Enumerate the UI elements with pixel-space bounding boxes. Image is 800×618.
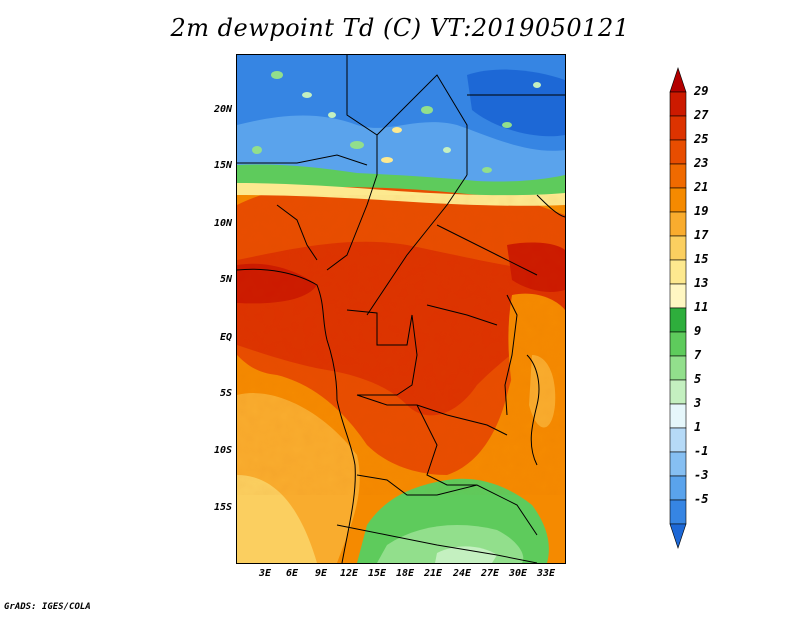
colorbar-label: 9 [694, 324, 702, 338]
colorbar-label: -5 [694, 492, 709, 506]
lat-label-10s: 10S [213, 445, 232, 456]
colorbar-label: -1 [694, 444, 709, 458]
colorbar-segment [669, 355, 687, 381]
dewpoint-field [237, 55, 565, 563]
colorbar-segment [669, 259, 687, 285]
colorbar-segment [669, 139, 687, 165]
south-pale-green [435, 546, 497, 563]
colorbar [669, 67, 687, 549]
lat-label-10n: 10N [213, 218, 232, 229]
colorbar-segment [669, 67, 687, 93]
colorbar-label: 3 [694, 396, 702, 410]
lon-label-21e: 21E [423, 568, 443, 579]
colorbar-segment [669, 403, 687, 429]
colorbar-label: 27 [694, 108, 709, 122]
colorbar-segment [669, 451, 687, 477]
dewpoint-map [236, 54, 566, 564]
lon-label-27e: 27E [480, 568, 500, 579]
colorbar-segment [669, 331, 687, 357]
colorbar-label: 23 [694, 156, 709, 170]
colorbar-segment [669, 115, 687, 141]
colorbar-segment [669, 475, 687, 501]
lon-label-3e: 3E [258, 568, 272, 579]
colorbar-label: 21 [694, 180, 709, 194]
colorbar-label: 19 [694, 204, 709, 218]
colorbar-label: 17 [694, 228, 709, 242]
lon-label-15e: 15E [367, 568, 387, 579]
colorbar-segment [669, 523, 687, 549]
map-title: 2m dewpoint Td (C) VT:2019050121 [170, 14, 630, 42]
colorbar-label: 15 [694, 252, 709, 266]
colorbar-segment [669, 235, 687, 261]
lon-label-9e: 9E [314, 568, 328, 579]
sw-ocean-light [237, 475, 317, 563]
colorbar-label: 29 [694, 84, 709, 98]
lat-label-5s: 5S [219, 388, 232, 399]
colorbar-label: 7 [694, 348, 702, 362]
lat-label-15s: 15S [213, 502, 232, 513]
colorbar-label: 1 [694, 420, 702, 434]
colorbar-label: 5 [694, 372, 702, 386]
country-borders [237, 55, 565, 563]
lat-label-5n: 5N [219, 274, 232, 285]
colorbar-label: 25 [694, 132, 709, 146]
lon-label-6e: 6E [285, 568, 299, 579]
colorbar-label: 13 [694, 276, 709, 290]
colorbar-segment [669, 379, 687, 405]
colorbar-segment [669, 187, 687, 213]
north-speckle-cells [252, 71, 541, 173]
lat-label-eq: EQ [219, 332, 232, 343]
colorbar-segment [669, 163, 687, 189]
lon-label-18e: 18E [395, 568, 415, 579]
lon-label-30e: 30E [508, 568, 528, 579]
colorbar-segment [669, 211, 687, 237]
colorbar-segment [669, 91, 687, 117]
lon-label-12e: 12E [339, 568, 359, 579]
lon-label-33e: 33E [536, 568, 556, 579]
colorbar-segment [669, 499, 687, 525]
colorbar-segment [669, 283, 687, 309]
colorbar-label: 11 [694, 300, 709, 314]
grads-credit: GrADS: IGES/COLA [4, 602, 91, 612]
lat-label-15n: 15N [213, 160, 232, 171]
lon-label-24e: 24E [452, 568, 472, 579]
colorbar-segment [669, 307, 687, 333]
colorbar-label: -3 [694, 468, 709, 482]
colorbar-segment [669, 427, 687, 453]
lat-label-20n: 20N [213, 104, 232, 115]
sahel-green-band [237, 164, 565, 198]
